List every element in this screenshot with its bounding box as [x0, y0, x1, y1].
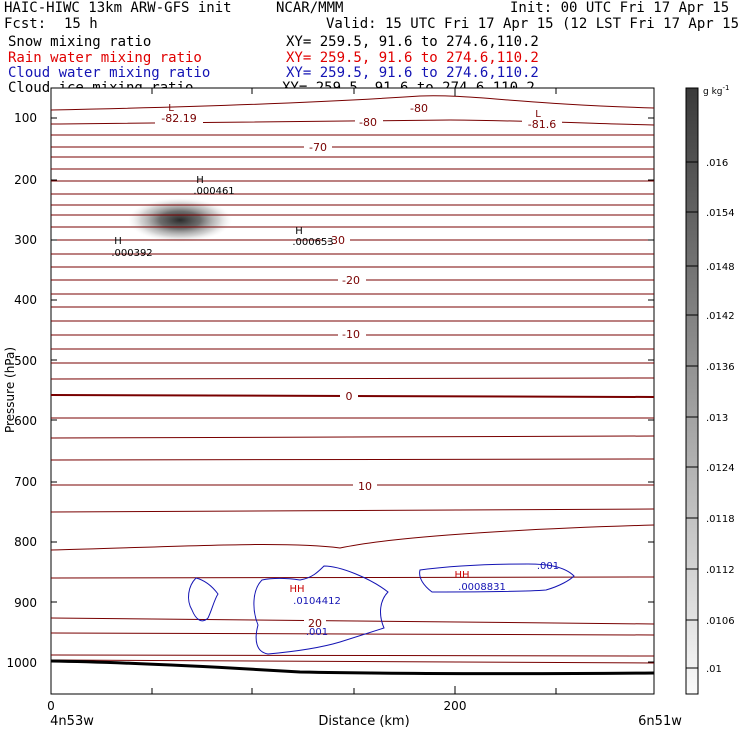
high-marker-snow-2: H	[114, 236, 122, 247]
legend-snow: Snow mixing ratio	[8, 34, 152, 50]
legend-cloud-water: Cloud water mixing ratio	[8, 65, 211, 81]
low-marker-left: L	[168, 103, 174, 114]
cbar-label-9: .0106	[706, 616, 735, 627]
fcst-value: 15 h	[64, 16, 98, 32]
rain-high-marker-right: HH	[454, 570, 469, 581]
cloud-water-max-right: .0008831	[458, 582, 506, 593]
y-axis-label: Pressure (hPa)	[3, 347, 17, 433]
snow-max-2: .000392	[111, 248, 152, 259]
low-marker-right: L	[535, 109, 541, 120]
x-ticks	[151, 88, 557, 694]
temp-label-min-left: -82.19	[161, 112, 196, 125]
init-time: Init: 00 UTC Fri 17 Apr 15	[510, 0, 730, 16]
ytick-700: 700	[14, 475, 37, 489]
legend-rain: Rain water mixing ratio	[8, 50, 202, 66]
cbar-label-6: .0124	[706, 463, 735, 474]
ytick-100: 100	[14, 111, 37, 125]
xtick-200: 200	[444, 699, 467, 713]
cbar-label-10: .01	[706, 664, 722, 675]
rain-high-marker-left: HH	[289, 584, 304, 595]
temp-label-30: -30	[327, 234, 345, 247]
cbar-label-7: .0118	[706, 514, 735, 525]
left-end-label: 4n53w	[50, 714, 94, 729]
temp-label-0: 0	[346, 390, 353, 403]
fcst-label: Fcst:	[4, 16, 47, 32]
legend-snow-xy: XY= 259.5, 91.6 to 274.6,110.2	[286, 34, 539, 50]
valid-time: Valid: 15 UTC Fri 17 Apr 15 (12 LST Fri …	[326, 16, 740, 32]
temp-label-10: -10	[342, 328, 360, 341]
legend-rain-xy: XY= 259.5, 91.6 to 274.6,110.2	[286, 50, 539, 66]
cloud-water-contours	[188, 563, 575, 655]
temp-label-80b: -80	[359, 116, 377, 129]
temp-label-80a: -80	[410, 102, 428, 115]
legend-cloud-water-xy: XY= 259.5, 91.6 to 274.6,110.2	[286, 65, 539, 81]
temp-label-pos10: 10	[358, 480, 372, 493]
ytick-1000: 1000	[6, 656, 37, 670]
high-marker-snow-3: H	[295, 226, 303, 237]
ytick-200: 200	[14, 173, 37, 187]
colorbar-unit: g kg-1	[703, 84, 729, 97]
ytick-400: 400	[14, 293, 37, 307]
colorbar-ticks	[686, 161, 698, 669]
cbar-label-4: .0136	[706, 362, 735, 373]
cloud-water-max-left: .0104412	[293, 596, 341, 607]
snow-shading	[128, 198, 232, 242]
ytick-300: 300	[14, 233, 37, 247]
temp-label-pos20: 20	[308, 617, 322, 630]
snow-max-1: .000461	[193, 186, 234, 197]
cbar-label-1: .0154	[706, 208, 735, 219]
snow-max-3: .000653	[292, 237, 333, 248]
cbar-label-3: .0142	[706, 311, 735, 322]
right-end-label: 6n51w	[638, 714, 682, 729]
temp-label-min-right: -81.6	[528, 118, 556, 131]
y-ticks	[51, 117, 654, 663]
xtick-0: 0	[47, 699, 55, 713]
cloud-water-label-1: .001	[537, 561, 559, 572]
cbar-label-2: .0148	[706, 262, 735, 273]
x-axis-label: Distance (km)	[318, 714, 409, 729]
colorbar	[685, 87, 699, 695]
title-left: HAIC-HIWC 13km ARW-GFS init	[4, 0, 232, 16]
ytick-600: 600	[14, 414, 37, 428]
cbar-label-0: .016	[706, 158, 728, 169]
title-mid: NCAR/MMM	[276, 0, 344, 16]
ytick-800: 800	[14, 535, 37, 549]
cbar-label-5: .013	[706, 413, 728, 424]
cbar-label-8: .0112	[706, 565, 735, 576]
temp-label-70: -70	[309, 141, 327, 154]
ytick-500: 500	[14, 354, 37, 368]
high-marker-snow-1: H	[196, 175, 204, 186]
ytick-900: 900	[14, 596, 37, 610]
temp-label-20: -20	[342, 274, 360, 287]
terrain-line	[50, 659, 655, 676]
cloud-water-label-2: .001	[306, 627, 328, 638]
